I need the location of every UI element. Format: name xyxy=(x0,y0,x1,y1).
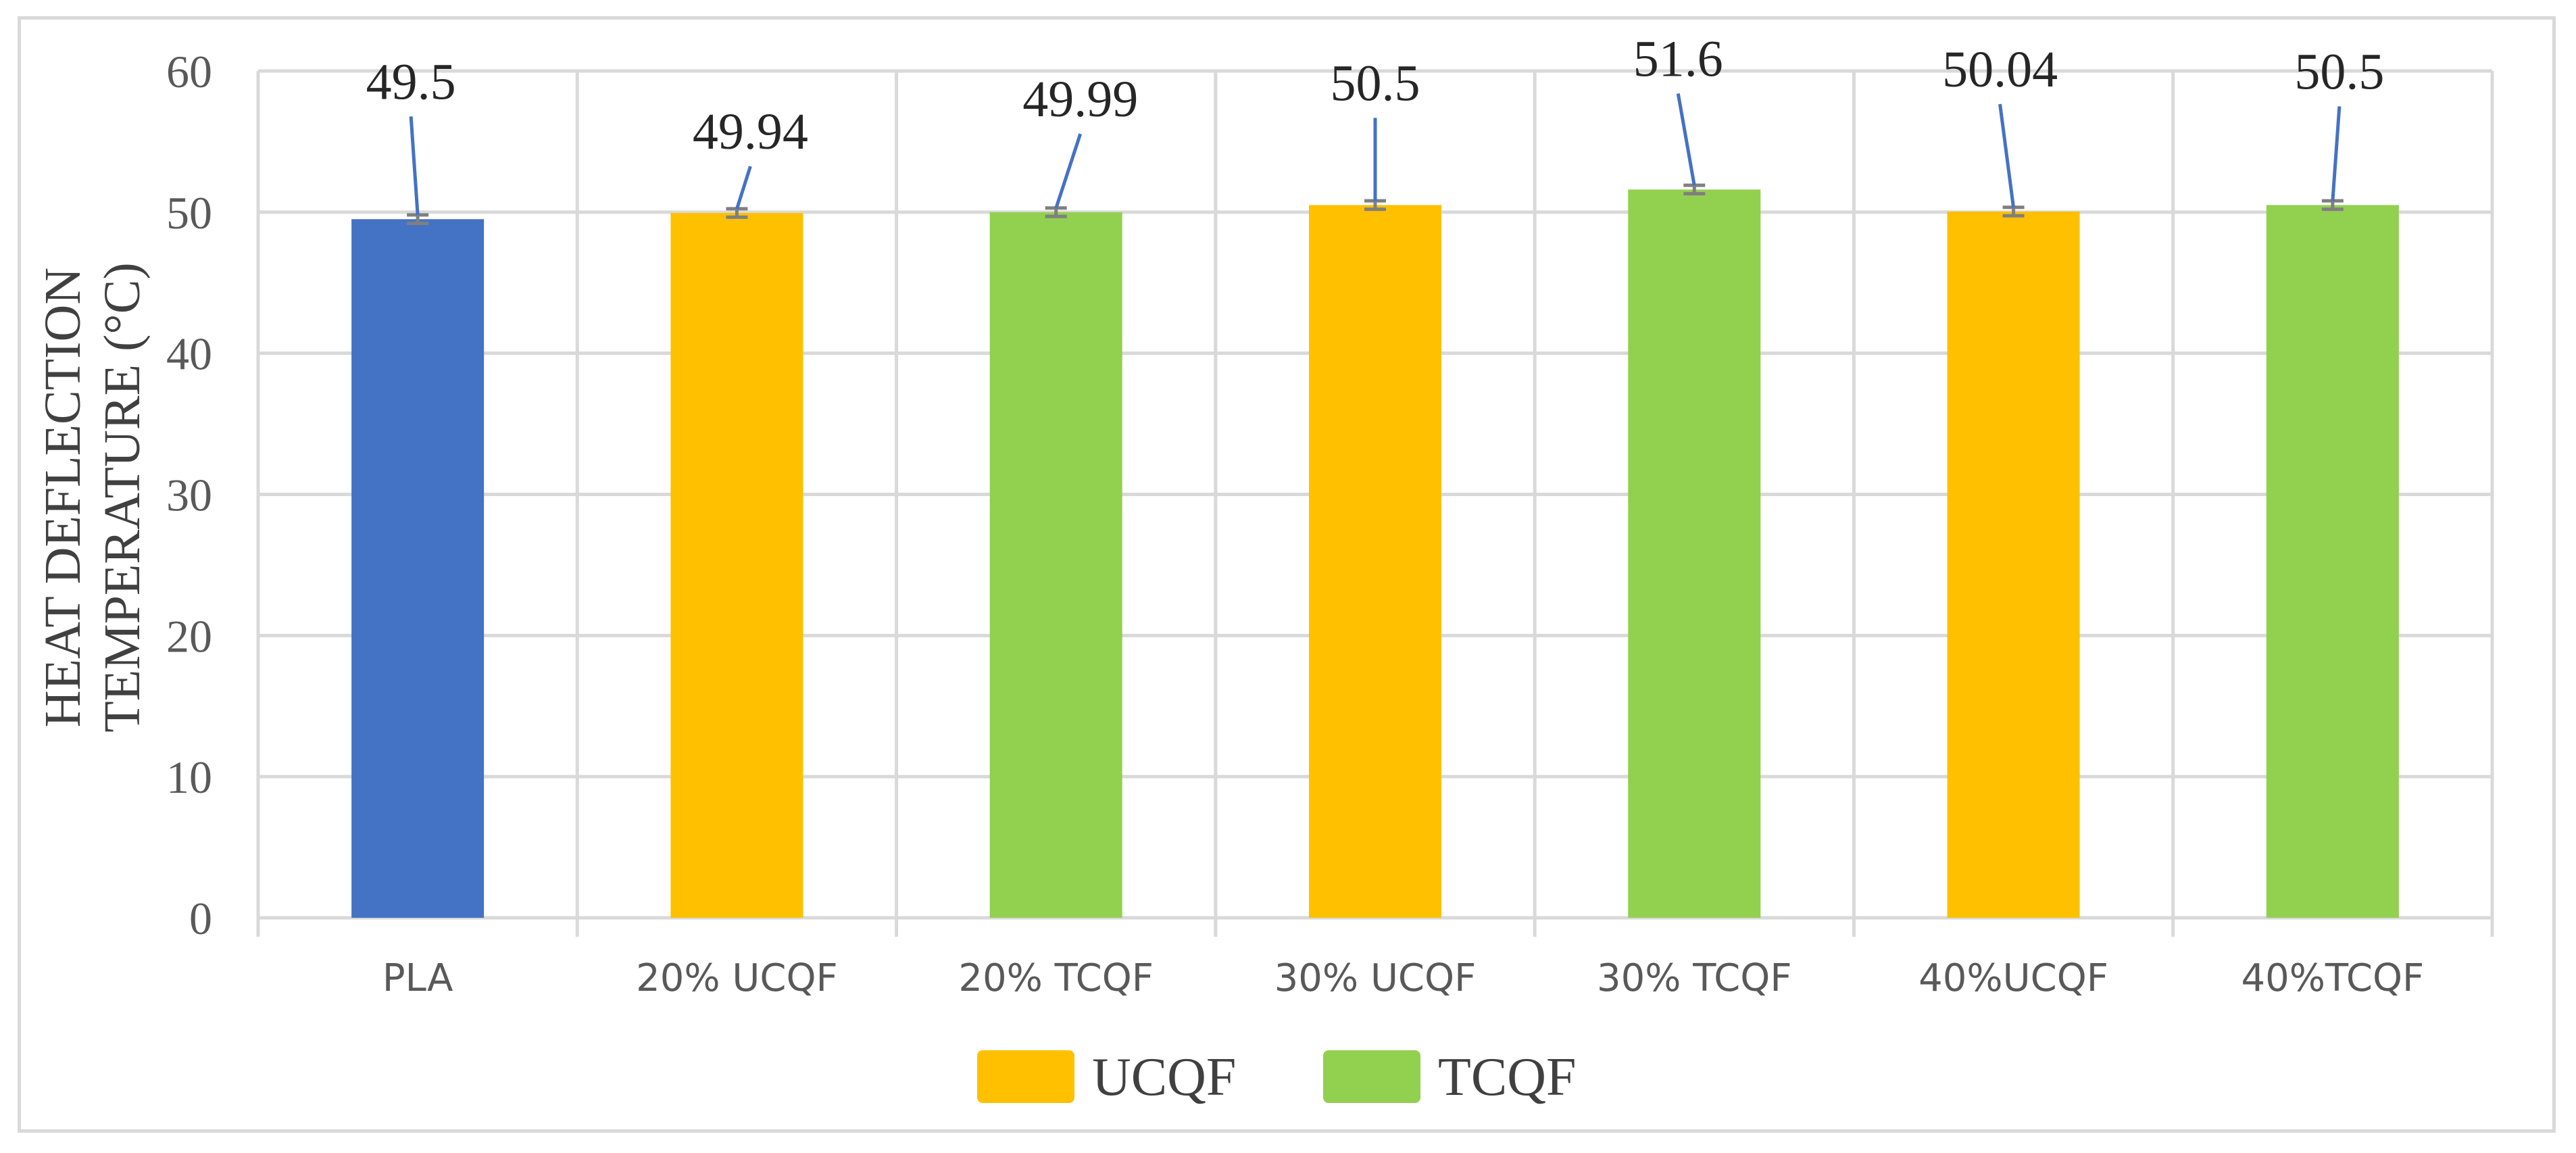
y-axis-title-line: TEMPERATURE (°C) xyxy=(94,262,151,732)
bar-layer xyxy=(351,183,2399,918)
data-label: 50.5 xyxy=(1331,55,1420,112)
bar-tcqf xyxy=(2266,205,2399,918)
x-tick-label: 20% UCQF xyxy=(636,956,838,1000)
y-tick-label: 50 xyxy=(166,187,212,239)
y-tick-label: 0 xyxy=(189,893,212,944)
bar-pla xyxy=(351,219,485,918)
x-tick-label: 30% TCQF xyxy=(1597,956,1792,1000)
data-label: 49.5 xyxy=(366,53,456,110)
data-label: 49.99 xyxy=(1022,71,1138,128)
y-axis-title: HEAT DEFLECTIONTEMPERATURE (°C) xyxy=(34,262,151,732)
y-axis-title-text: HEAT DEFLECTIONTEMPERATURE (°C) xyxy=(34,262,151,732)
y-tick-label: 30 xyxy=(166,470,212,521)
label-layer: 0 10 20 30 40 50 60 49.5 PLA 49.94 20% UCQF 49.99 20… xyxy=(166,30,2424,1000)
x-tick-label: 40%UCQF xyxy=(1918,956,2108,1000)
x-tick-label: PLA xyxy=(382,956,453,1000)
data-label: 49.94 xyxy=(693,103,808,160)
bar-ucqf xyxy=(1309,205,1441,918)
data-label-leader xyxy=(1998,103,2016,208)
y-tick-label: 60 xyxy=(166,46,212,97)
x-tick-label: 40%TCQF xyxy=(2241,956,2424,1000)
data-label-leader xyxy=(409,116,420,216)
legend-label-ucqf: UCQF xyxy=(1092,1048,1236,1107)
bar-tcqf xyxy=(989,212,1122,918)
data-label-leader xyxy=(1054,133,1083,209)
legend-swatch-ucqf xyxy=(977,1050,1074,1103)
y-tick-label: 20 xyxy=(166,610,212,662)
bar-ucqf xyxy=(1947,211,2080,918)
data-label: 51.6 xyxy=(1633,30,1723,87)
bar-ucqf xyxy=(670,213,803,918)
legend: UCQF TCQF xyxy=(977,1048,1577,1107)
bar-tcqf xyxy=(1628,189,1761,918)
y-tick-label: 40 xyxy=(166,328,212,380)
x-tick-label: 30% UCQF xyxy=(1274,956,1477,1000)
x-tick-label: 20% TCQF xyxy=(958,956,1154,1000)
data-label-leader xyxy=(735,166,752,210)
legend-swatch-tcqf xyxy=(1323,1050,1420,1103)
y-axis-title-line: HEAT DEFLECTION xyxy=(34,268,91,727)
data-label: 50.5 xyxy=(2294,43,2384,100)
legend-label-tcqf: TCQF xyxy=(1438,1048,1577,1107)
data-label-leader xyxy=(2331,106,2342,201)
data-label-leader xyxy=(1676,93,1696,186)
y-tick-label: 10 xyxy=(166,752,212,803)
grid-layer xyxy=(256,69,2494,937)
data-label: 50.04 xyxy=(1942,41,2058,98)
